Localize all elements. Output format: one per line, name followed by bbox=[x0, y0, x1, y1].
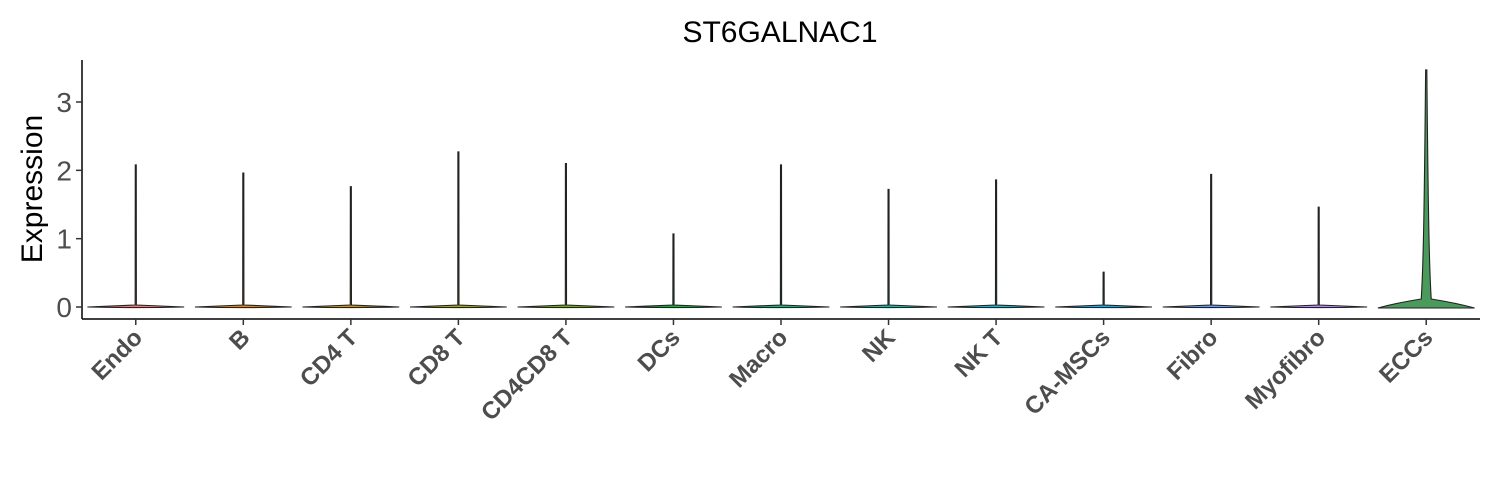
chart-title: ST6GALNAC1 bbox=[682, 16, 877, 49]
violin-b bbox=[194, 172, 292, 309]
x-tick-label: Fibro bbox=[1162, 324, 1224, 386]
x-tick-label: Myofibro bbox=[1240, 324, 1331, 415]
violin-myofibro bbox=[1270, 206, 1368, 309]
violin-nk bbox=[840, 188, 937, 309]
x-tick-label: CD4CD8 T bbox=[476, 324, 578, 426]
violin-cd8-t bbox=[409, 151, 507, 309]
x-tick-label: NK bbox=[857, 324, 901, 368]
violin-eccs bbox=[1377, 69, 1475, 309]
x-tick-label: Endo bbox=[86, 324, 148, 386]
violin-fibro bbox=[1162, 173, 1260, 309]
y-tick-label: 3 bbox=[56, 87, 72, 118]
x-tick-label: NK T bbox=[950, 324, 1009, 383]
violin-macro bbox=[732, 164, 830, 309]
x-tick-label: Macro bbox=[724, 324, 793, 393]
x-tick-label: B bbox=[224, 324, 255, 355]
violin-group bbox=[87, 69, 1475, 309]
violin-endo bbox=[87, 164, 185, 309]
y-axis-label: Expression bbox=[16, 115, 49, 263]
violin-nk-t bbox=[947, 179, 1045, 309]
x-tick-label: CA-MSCs bbox=[1019, 324, 1115, 420]
x-tick-label: ECCs bbox=[1374, 324, 1438, 388]
y-tick-label: 1 bbox=[56, 224, 72, 255]
x-tick-label: DCs bbox=[633, 324, 686, 377]
violin-ca-mscs bbox=[1055, 271, 1153, 309]
x-tick-label: CD8 T bbox=[403, 324, 471, 392]
y-ticks: 0 1 2 3 bbox=[56, 87, 82, 323]
violin-cd4-t bbox=[302, 186, 400, 309]
x-ticks: Endo B CD4 T CD8 T CD4CD8 T DCs Macro NK NK T CA-… bbox=[86, 319, 1438, 426]
violin-cd4cd8-t bbox=[517, 162, 615, 309]
y-tick-label: 2 bbox=[56, 155, 72, 186]
y-tick-label: 0 bbox=[56, 292, 72, 323]
x-tick-label: CD4 T bbox=[295, 324, 363, 392]
violin-dcs bbox=[625, 233, 722, 309]
